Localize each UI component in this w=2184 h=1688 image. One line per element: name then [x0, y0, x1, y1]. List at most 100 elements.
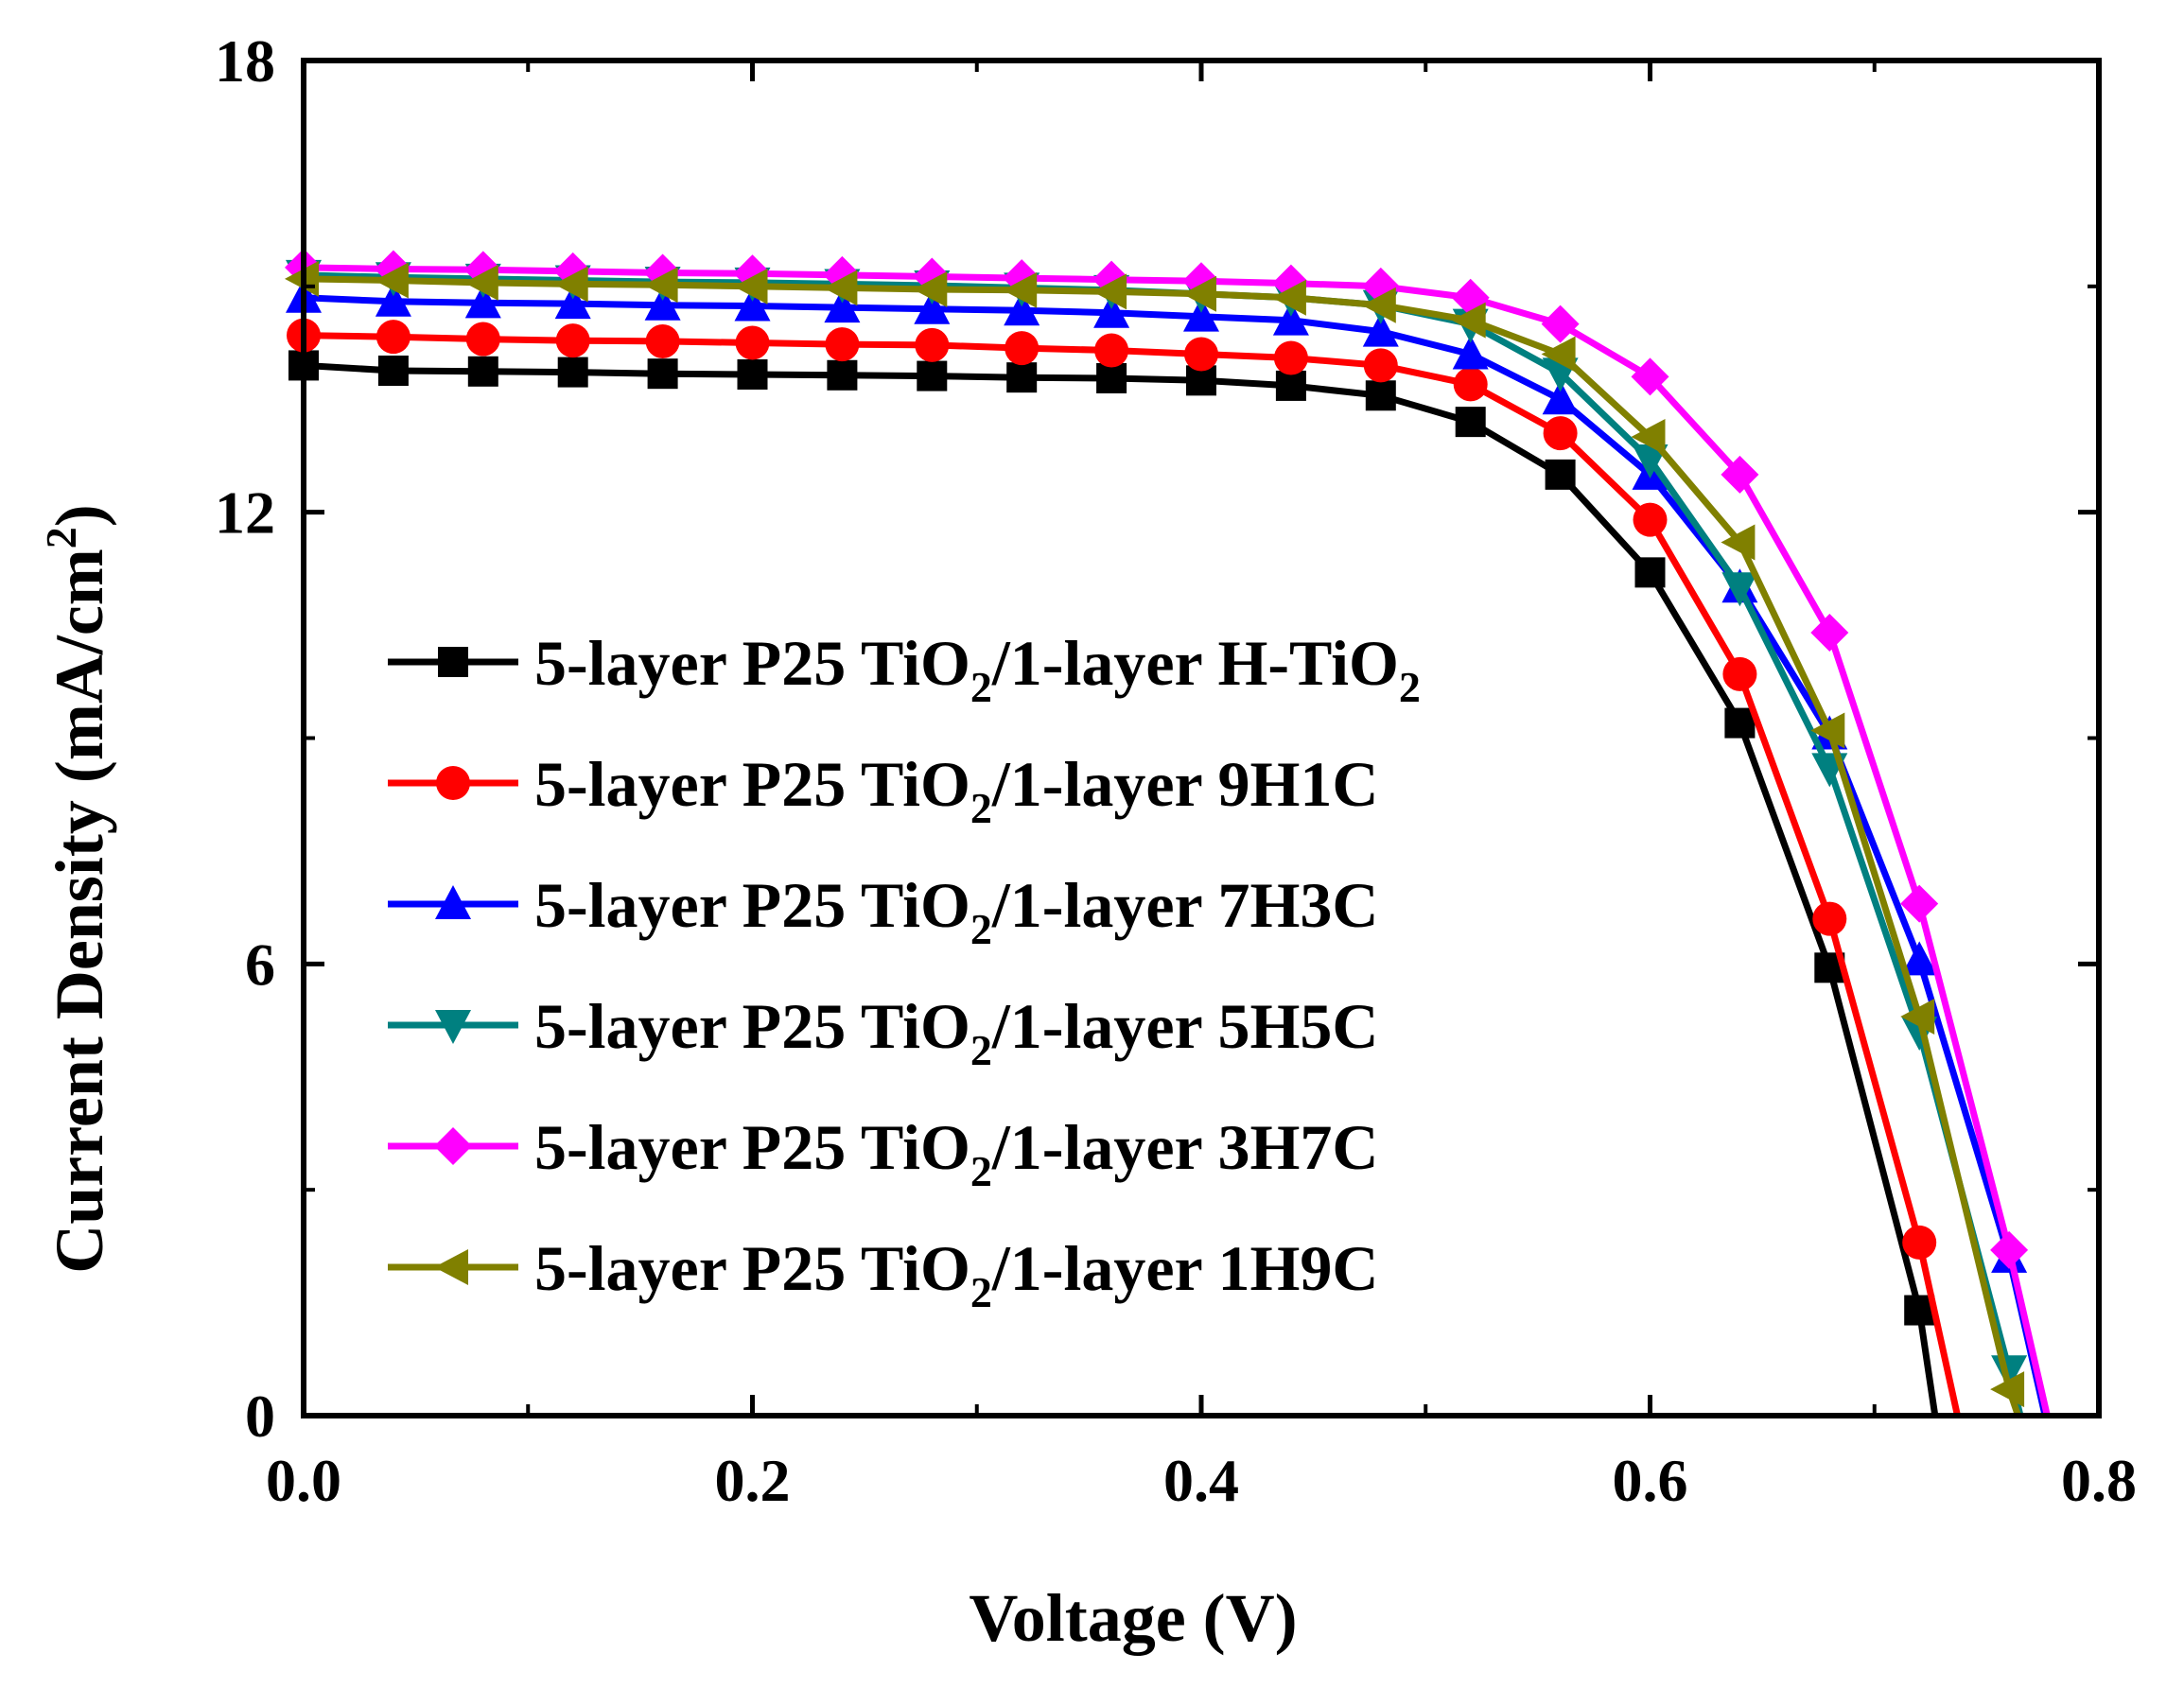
data-point: [734, 287, 771, 322]
series-group: [285, 248, 2051, 1418]
data-point: [464, 284, 501, 319]
data-point: [1810, 614, 1849, 653]
y-axis-title-sup: 2: [37, 527, 85, 548]
legend-text-part: 5-layer P25 TiO: [534, 627, 970, 699]
data-point: [1810, 712, 1845, 749]
data-point: [1096, 362, 1127, 393]
series-2: [287, 318, 1961, 1417]
data-point: [1453, 367, 1488, 402]
data-point: [735, 325, 770, 360]
data-point: [1634, 557, 1666, 588]
data-point: [1545, 459, 1576, 490]
legend-subscript: 2: [970, 663, 992, 711]
data-point: [1365, 380, 1396, 411]
data-point: [377, 355, 409, 386]
data-point: [1990, 1230, 2029, 1269]
legend-label: 5-layer P25 TiO2/1-layer 3H7C: [534, 1111, 1378, 1195]
legend-text-part: /1-layer 1H9C: [991, 1232, 1379, 1304]
y-axis-title-close: ): [42, 504, 117, 527]
data-point: [1455, 407, 1486, 438]
y-tick-label: 6: [245, 931, 275, 998]
legend-label: 5-layer P25 TiO2/1-layer 5H5C: [534, 990, 1378, 1074]
legend-text-part: /1-layer 3H7C: [991, 1111, 1379, 1183]
data-point: [1721, 455, 1759, 494]
x-tick-label: 0.6: [1613, 1447, 1688, 1514]
data-point: [1451, 302, 1486, 339]
y-axis-title: Current Density (mA/cm2): [37, 504, 117, 1274]
data-point: [467, 356, 498, 387]
data-point: [1361, 287, 1396, 323]
data-point: [1363, 348, 1398, 383]
data-point: [1003, 271, 1038, 308]
legend-label: 5-layer P25 TiO2/1-layer H-TiO2: [534, 627, 1421, 711]
data-point: [463, 264, 498, 301]
data-point: [1721, 572, 1758, 607]
legend-marker: [434, 1127, 472, 1165]
data-point: [376, 320, 411, 355]
legend-entry-6: 5-layer P25 TiO2/1-layer 1H9C: [388, 1232, 1378, 1316]
legend-text-part: 5-layer P25 TiO: [534, 748, 970, 820]
data-point: [733, 268, 768, 305]
data-point: [1182, 275, 1216, 312]
data-point: [1184, 337, 1218, 372]
legend-text-part: 5-layer P25 TiO: [534, 1111, 970, 1183]
x-tick-label: 0.2: [715, 1447, 791, 1514]
data-point: [1542, 380, 1579, 415]
legend-text-part: 5-layer P25 TiO: [534, 990, 970, 1062]
legend-label: 5-layer P25 TiO2/1-layer 1H9C: [534, 1232, 1378, 1316]
legend-text-part: /1-layer 9H1C: [991, 748, 1379, 820]
legend-text-part: /1-layer 7H3C: [991, 869, 1379, 941]
data-point: [1631, 419, 1666, 456]
data-point: [1724, 707, 1756, 739]
legend-label: 5-layer P25 TiO2/1-layer 7H3C: [534, 869, 1378, 953]
data-point: [1183, 297, 1219, 332]
data-point: [827, 359, 858, 391]
legend-subscript: 2: [970, 1026, 992, 1074]
data-point: [557, 357, 588, 388]
data-point: [1004, 291, 1040, 326]
data-point: [1541, 305, 1580, 343]
data-point: [825, 327, 860, 362]
data-point: [1362, 312, 1399, 347]
legend-entry-5: 5-layer P25 TiO2/1-layer 3H7C: [388, 1111, 1378, 1195]
data-point: [1632, 444, 1669, 479]
data-point: [643, 267, 678, 304]
data-point: [914, 289, 951, 324]
data-point: [1006, 362, 1038, 393]
data-point: [1812, 901, 1847, 936]
series-6: [285, 260, 2025, 1418]
data-point: [1272, 301, 1309, 336]
data-point: [1093, 293, 1130, 328]
data-point: [1990, 1371, 2025, 1408]
data-point: [1902, 1225, 1937, 1260]
legend-entry-3: 5-layer P25 TiO2/1-layer 7H3C: [388, 869, 1378, 953]
data-point: [1092, 273, 1127, 310]
axes-group: 0.0 0.2 0.4 0.6 0.8 0 6 12 18: [215, 27, 2137, 1514]
legend-text-part: 5-layer P25 TiO: [534, 869, 970, 941]
x-axis-title: Voltage (V): [969, 1580, 1297, 1656]
data-point: [824, 288, 861, 323]
x-tick-label: 0.8: [2061, 1447, 2137, 1514]
legend-entry-1: 5-layer P25 TiO2/1-layer H-TiO2: [388, 627, 1421, 711]
data-point: [1273, 340, 1308, 375]
data-point: [647, 358, 678, 390]
data-point: [1901, 941, 1938, 976]
legend-marker: [434, 1249, 468, 1285]
data-point: [554, 285, 591, 320]
legend-subscript: 2: [970, 1147, 992, 1195]
y-axis-title-main: Current Density (mA/cm: [42, 548, 117, 1274]
legend-subscript: 2: [970, 1268, 992, 1316]
legend-entry-4: 5-layer P25 TiO2/1-layer 5H5C: [388, 990, 1378, 1074]
data-point: [645, 323, 680, 358]
data-point: [737, 358, 768, 390]
legend-text-part: /1-layer 5H5C: [991, 990, 1379, 1062]
legend-marker: [435, 885, 471, 919]
y-tick-label: 18: [215, 27, 275, 95]
data-point: [1452, 335, 1489, 370]
legend-text-part: /1-layer H-TiO: [991, 627, 1399, 699]
data-point: [913, 271, 948, 308]
data-point: [553, 266, 588, 303]
legend-marker: [436, 766, 470, 800]
